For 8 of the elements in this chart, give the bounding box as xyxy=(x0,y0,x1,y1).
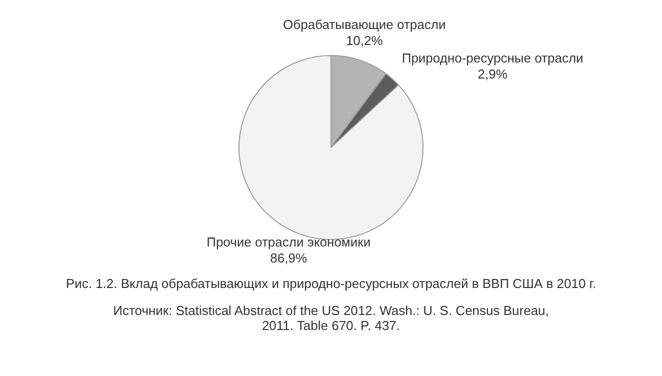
slice-label: Прочие отрасли экономики xyxy=(206,234,371,250)
text: Источник: Statistical Abstract of the US 2012. Wash.: U. S. Census Bureau, 2011. Table 670. P. 437. xyxy=(112,303,550,333)
data-label: 2,9% xyxy=(478,66,508,82)
slice-label: Обрабатывающие отрасли xyxy=(283,16,446,32)
data-label: 10,2% xyxy=(346,32,384,48)
slice-label: Природно-ресурсные отрасли xyxy=(402,50,584,66)
data-label: 86,9% xyxy=(270,250,308,266)
text: Рис. 1.2. Вклад обрабатывающих и природно-ресурсных отраслей в ВВП США в 2010 г. xyxy=(64,276,598,291)
